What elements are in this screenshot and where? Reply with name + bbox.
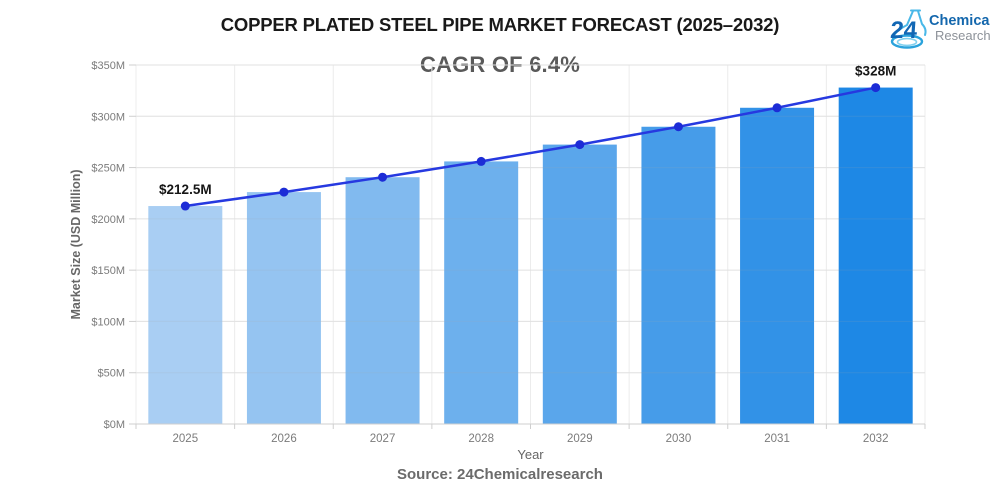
trend-line — [184, 86, 877, 208]
x-axis-title: Year — [517, 447, 544, 462]
trend-point-2025 — [180, 201, 190, 211]
trend-point-2026 — [279, 187, 289, 197]
value-label-2032: $328M — [855, 64, 896, 79]
bar-2029 — [542, 144, 617, 424]
y-tick-label: $50M — [97, 368, 125, 380]
chart-title: COPPER PLATED STEEL PIPE MARKET FORECAST… — [220, 14, 780, 35]
y-tick-label: $200M — [91, 214, 125, 226]
bar-2030 — [641, 126, 716, 424]
logo-number: 24 — [889, 17, 918, 44]
y-tick-label: $0M — [104, 419, 125, 431]
bar-2032 — [838, 87, 913, 424]
x-tick-label: 2027 — [370, 433, 396, 445]
brand-logo-graphic: 24 Chemical Research — [889, 9, 993, 49]
trend-point-2028 — [476, 156, 486, 166]
x-tick-label: 2030 — [666, 433, 692, 445]
x-tick-label: 2032 — [863, 433, 889, 445]
brand-logo: 24 Chemical Research — [882, 8, 993, 50]
bar-2025 — [148, 206, 223, 424]
trend-point-2031 — [772, 103, 782, 113]
bar-chart-canvas: $0M $50M $100M $150M $200M $250M $300M $350M 202… — [69, 60, 926, 462]
x-tick-label: 2028 — [468, 433, 494, 445]
trend-point-2032 — [871, 83, 881, 93]
y-tick-label: $100M — [91, 316, 125, 328]
bar-2026 — [246, 192, 321, 424]
trend-point-2027 — [378, 172, 388, 182]
source-caption: Source: 24Chemicalresearch — [397, 466, 603, 483]
trend-point-2029 — [575, 140, 585, 150]
logo-word-research: Research — [935, 28, 990, 43]
bar-2028 — [444, 161, 519, 424]
x-tick-label: 2026 — [271, 433, 297, 445]
flask-icon — [890, 9, 927, 49]
x-tick-label: 2025 — [173, 433, 199, 445]
y-axis-title: Market Size (USD Million) — [69, 169, 83, 319]
y-tick-label: $350M — [91, 60, 125, 72]
y-tick-label: $300M — [91, 111, 125, 123]
x-tick-label: 2031 — [764, 433, 790, 445]
y-tick-label: $250M — [91, 163, 125, 175]
bar-2031 — [740, 107, 815, 424]
value-label-2025: $212.5M — [159, 182, 212, 197]
trend-point-2030 — [673, 122, 683, 132]
y-tick-label: $150M — [91, 265, 125, 277]
logo-word-chemical: Chemical — [929, 13, 990, 29]
bar-2027 — [345, 177, 420, 424]
x-tick-label: 2029 — [567, 433, 593, 445]
